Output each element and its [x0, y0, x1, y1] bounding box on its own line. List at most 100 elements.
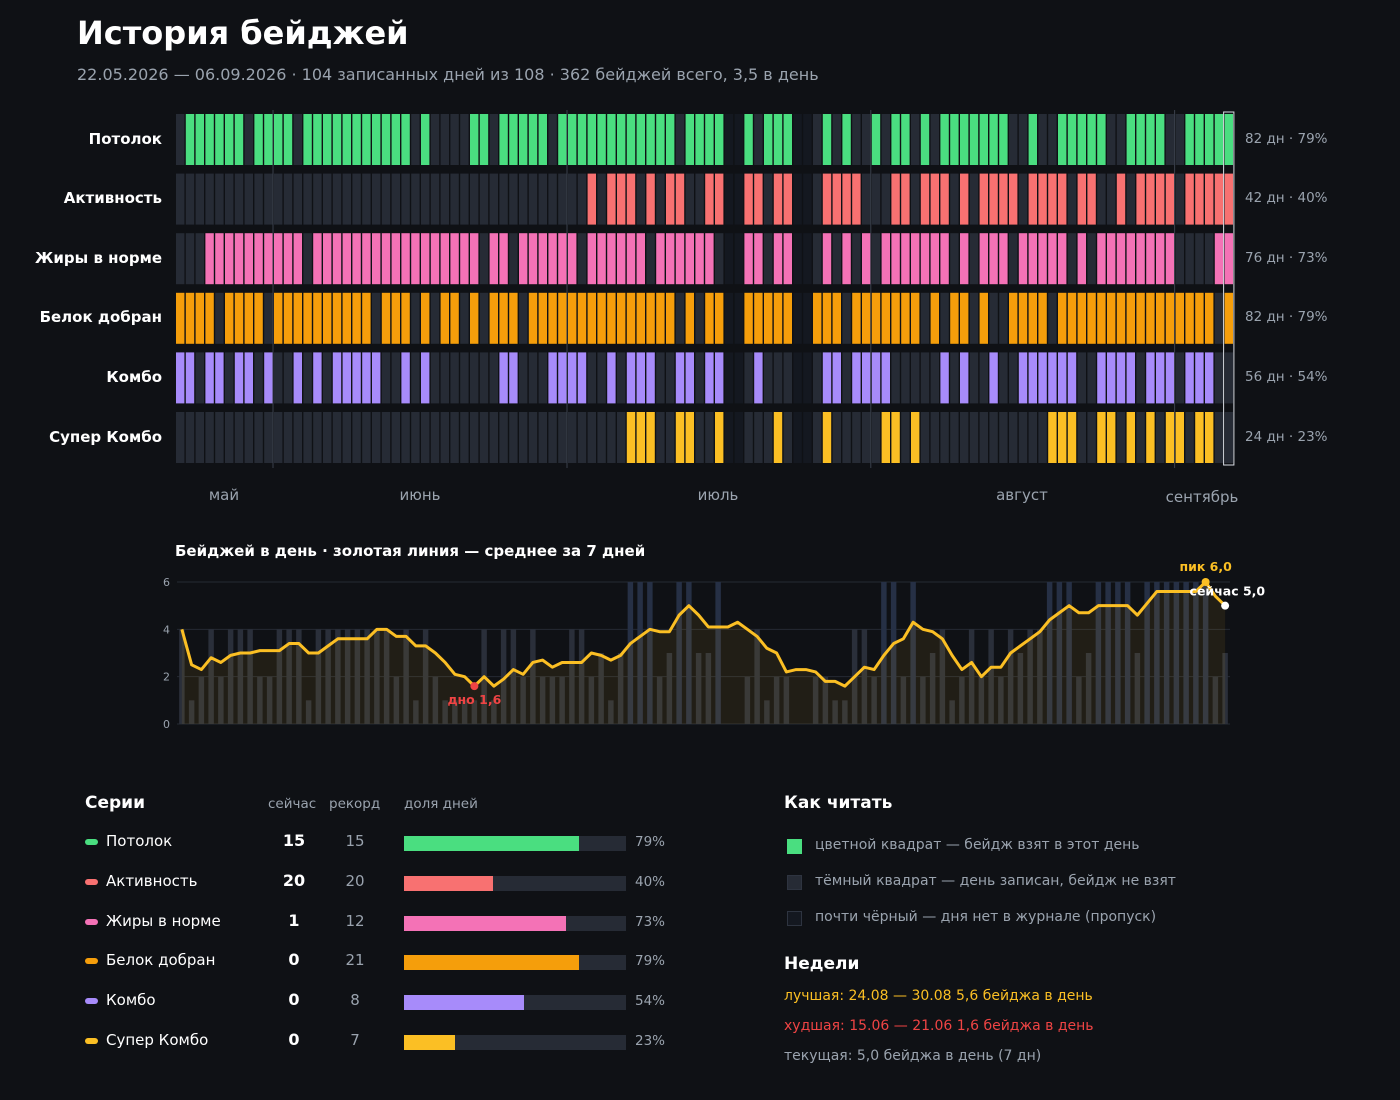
heatmap-cell — [597, 233, 606, 285]
daily-bar — [500, 629, 507, 724]
heatmap-cell — [254, 173, 263, 225]
legend-swatch — [787, 875, 802, 890]
heatmap-cell — [372, 173, 381, 225]
heatmap-cell — [587, 292, 596, 344]
series-dot — [85, 839, 98, 845]
heatmap-cell — [803, 114, 812, 165]
heatmap-cell — [274, 114, 283, 165]
heatmap-cell — [1038, 292, 1047, 344]
heatmap-cell — [607, 352, 616, 404]
heatmap-cell — [499, 114, 508, 165]
daily-bar — [403, 629, 409, 724]
heatmap-cell — [940, 233, 949, 285]
heatmap-cell — [852, 412, 861, 463]
heatmap-cell — [421, 233, 430, 285]
heatmap-cell — [450, 233, 459, 285]
heatmap-cell — [646, 412, 655, 463]
series-share-bar — [404, 836, 626, 851]
heatmap-cell — [1107, 412, 1116, 463]
daily-bar — [530, 629, 536, 724]
heatmap-cell — [813, 352, 822, 404]
heatmap-cell — [881, 412, 890, 463]
heatmap-cell — [587, 233, 596, 285]
series-share-bar — [404, 955, 626, 971]
heatmap-cell — [1146, 292, 1155, 344]
heatmap-cell — [1009, 114, 1018, 165]
heatmap-cell — [460, 233, 469, 285]
daily-bar — [569, 629, 575, 724]
heatmap-cell — [871, 173, 881, 225]
heatmap-cell — [1156, 412, 1165, 463]
heatmap-cell — [1185, 114, 1194, 165]
heatmap-cell — [597, 114, 606, 165]
heatmap-cell — [185, 114, 195, 165]
heatmap-cell — [538, 173, 547, 225]
series-dot — [85, 958, 98, 965]
series-now: 0 — [288, 1030, 300, 1049]
heatmap-cell — [842, 352, 851, 404]
heatmap-cell — [1224, 412, 1233, 463]
daily-bar — [510, 629, 517, 724]
daily-bar — [461, 700, 468, 724]
heatmap-cell — [479, 114, 489, 165]
heatmap-cell — [754, 114, 763, 165]
series-share-pct: 73% — [635, 913, 666, 930]
heatmap-cell — [313, 412, 322, 463]
heatmap-cell — [234, 412, 244, 463]
heatmap-cell — [626, 352, 636, 404]
heatmap-cell — [715, 173, 724, 225]
heatmap-cell — [176, 173, 185, 225]
heatmap-cell — [969, 173, 979, 225]
daily-bar — [988, 629, 994, 724]
heatmap-cell — [470, 173, 479, 225]
daily-bar — [1056, 582, 1063, 724]
daily-bar — [588, 676, 595, 724]
heatmap-cell — [391, 352, 400, 404]
heatmap-cell — [421, 292, 430, 344]
heatmap-cell — [362, 352, 371, 404]
series-name: Потолок — [106, 832, 173, 850]
heatmap-cell — [293, 233, 302, 285]
heatmap-cell — [264, 292, 273, 344]
daily-bar — [1173, 582, 1180, 724]
heatmap-cell — [960, 233, 969, 285]
heatmap-cell — [440, 412, 449, 463]
heatmap-cell — [1107, 233, 1116, 285]
page-subtitle: 22.05.2026 — 06.09.2026 · 104 записанных… — [77, 65, 819, 84]
heatmap-cell — [519, 292, 528, 344]
heatmap-cell — [705, 233, 714, 285]
heatmap-cell — [381, 233, 391, 285]
heatmap-cell — [950, 292, 959, 344]
heatmap-cell — [254, 114, 263, 165]
heatmap-cell — [1087, 352, 1096, 404]
heatmap-cell — [1107, 114, 1116, 165]
heatmap-cell — [842, 412, 851, 463]
heatmap-cell — [195, 292, 204, 344]
heatmap-cell — [705, 292, 714, 344]
heatmap-cell — [1126, 352, 1135, 404]
heatmap-cell — [323, 114, 332, 165]
heatmap-cell — [666, 114, 675, 165]
heatmap-cell — [225, 352, 234, 404]
heatmap-cell — [274, 292, 283, 344]
heatmap-cell — [342, 233, 351, 285]
heatmap-cell — [1077, 173, 1086, 225]
daily-bar — [1095, 582, 1102, 724]
heatmap-cell — [1028, 292, 1037, 344]
heatmap-cell — [744, 173, 753, 225]
heatmap-cell — [1224, 173, 1233, 225]
heatmap-cell — [1028, 114, 1037, 165]
heatmap-cell — [862, 412, 871, 463]
heatmap-cell — [813, 173, 822, 225]
heatmap-cell — [891, 233, 900, 285]
heatmap-cell — [362, 412, 371, 463]
series-share-pct: 79% — [635, 953, 666, 970]
heatmap-cell — [244, 292, 253, 344]
heatmap-cell — [1028, 173, 1037, 225]
heatmap-cell — [1018, 173, 1028, 225]
heatmap-cell — [538, 114, 547, 165]
heatmap-cell — [1126, 233, 1135, 285]
heatmap-cell — [587, 173, 596, 225]
daily-bar — [1202, 582, 1209, 724]
heatmap-cell — [528, 173, 538, 225]
